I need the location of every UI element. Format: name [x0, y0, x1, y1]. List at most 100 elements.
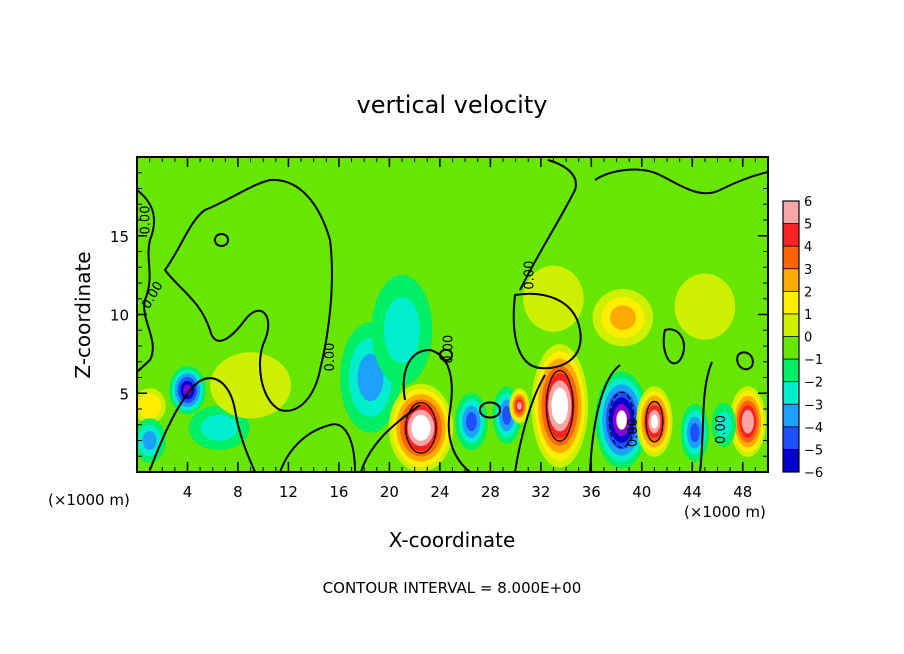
- velocity-cell: [388, 383, 454, 472]
- velocity-level: [142, 431, 157, 450]
- x-tick-label: 24: [430, 483, 449, 501]
- x-tick-label: 12: [279, 483, 298, 501]
- colorbar-label: 4: [804, 240, 812, 255]
- velocity-level: [609, 305, 636, 330]
- inner-contour: [405, 402, 437, 454]
- zero-contour-line: [163, 178, 333, 412]
- colorbar-label: −1: [804, 353, 823, 368]
- velocity-level: [616, 410, 627, 430]
- zero-contour-line: [402, 348, 471, 472]
- velocity-cell: [674, 273, 736, 340]
- zero-contour-line: [438, 348, 454, 362]
- y-axis-label: Z-coordinate: [71, 251, 95, 378]
- contour-label: 0.00: [626, 418, 641, 447]
- velocity-level: [650, 414, 659, 429]
- zero-contour-line: [514, 374, 546, 472]
- colorbar-segment: [783, 291, 799, 314]
- velocity-cell: [592, 288, 654, 347]
- chart-title: vertical velocity: [357, 91, 548, 119]
- x-tick-label: 28: [481, 483, 500, 501]
- colorbar-segment: [783, 268, 799, 292]
- zero-contours: [137, 159, 768, 472]
- velocity-level: [142, 398, 157, 414]
- velocity-cell: [531, 344, 589, 468]
- inner-contour: [608, 391, 635, 449]
- velocity-cell: [137, 418, 166, 463]
- zero-contour-line: [512, 292, 582, 370]
- x-unit-right: (×1000 m): [684, 503, 766, 521]
- velocity-level: [674, 273, 736, 340]
- colorbar-segment: [783, 404, 799, 427]
- colorbar-segment: [783, 201, 799, 224]
- x-tick-label: 36: [582, 483, 601, 501]
- x-tick-label: 20: [380, 483, 399, 501]
- y-tick-label: 15: [110, 228, 129, 246]
- colorbar: 6 5 4 3 2 1 0 −1 −2 −3 −4 −5 −6: [782, 195, 823, 481]
- velocity-cell: [509, 388, 530, 424]
- plot-area: 0.000.000.00 0.000.000.00 0.00: [137, 157, 768, 472]
- zero-contour-line: [662, 328, 685, 365]
- colorbar-segment: [783, 426, 799, 450]
- velocity-cell: [169, 365, 206, 415]
- velocity-level: [502, 405, 512, 425]
- velocity-cell: [680, 403, 709, 462]
- zero-contour-line: [149, 377, 256, 472]
- velocity-cell: [455, 392, 488, 451]
- colorbar-segment: [783, 223, 799, 247]
- zero-contour-line: [359, 404, 421, 472]
- velocity-level: [716, 411, 732, 438]
- colorbar-label: −4: [804, 421, 823, 436]
- x-tick-label: 4: [183, 483, 193, 501]
- contour-label: 0.00: [714, 415, 729, 444]
- inner-contour: [545, 369, 574, 442]
- colorbar-segment: [783, 449, 799, 472]
- velocity-level: [744, 414, 752, 429]
- x-tick-label: 48: [733, 483, 752, 501]
- zero-contour-line: [478, 401, 502, 419]
- velocity-level: [690, 423, 700, 443]
- contour-label: 0.00: [522, 261, 537, 290]
- inner-contour: [645, 400, 664, 443]
- zero-contour-line: [279, 423, 356, 472]
- contour-label: 0.00: [442, 335, 457, 364]
- x-tick-label: 40: [632, 483, 651, 501]
- velocity-field: [137, 265, 766, 472]
- colorbar-label: −3: [804, 398, 823, 413]
- velocity-cell: [711, 402, 736, 447]
- velocity-cell: [729, 386, 766, 457]
- velocity-level: [183, 384, 192, 396]
- zero-contour-line: [736, 351, 754, 371]
- colorbar-segment: [783, 246, 799, 269]
- colorbar-label: −5: [804, 443, 823, 458]
- x-axis: 4 8 12 16 20 24 28 32 36 40 44 48: [149, 157, 756, 501]
- colorbar-segment: [783, 359, 799, 382]
- colorbar-label: 6: [804, 195, 812, 210]
- zero-contour-line: [213, 233, 230, 247]
- colorbar-segment: [783, 336, 799, 360]
- x-unit-left: (×1000 m): [48, 491, 130, 509]
- colorbar-label: 1: [804, 308, 812, 323]
- colorbar-label: 5: [804, 218, 812, 233]
- velocity-cell: [371, 275, 433, 386]
- velocity-cell: [188, 405, 250, 450]
- x-tick-label: 32: [531, 483, 550, 501]
- velocity-cell: [137, 388, 166, 424]
- zero-contour-line: [594, 168, 768, 195]
- colorbar-label: −6: [804, 466, 823, 481]
- contour-interval-text: CONTOUR INTERVAL = 8.000E+00: [323, 579, 582, 597]
- zero-contour-line: [699, 361, 713, 472]
- y-axis: 5 10 15: [110, 172, 768, 457]
- x-tick-label: 8: [233, 483, 243, 501]
- velocity-cell: [595, 371, 648, 469]
- velocity-level: [383, 297, 421, 364]
- velocity-level: [200, 414, 238, 442]
- y-tick-label: 10: [110, 307, 129, 325]
- colorbar-label: −2: [804, 376, 823, 391]
- x-tick-label: 44: [683, 483, 702, 501]
- colorbar-label: 0: [804, 331, 812, 346]
- velocity-level: [517, 401, 522, 410]
- colorbar-segment: [783, 381, 799, 405]
- zero-contour-line: [519, 159, 577, 291]
- velocity-level: [415, 420, 427, 436]
